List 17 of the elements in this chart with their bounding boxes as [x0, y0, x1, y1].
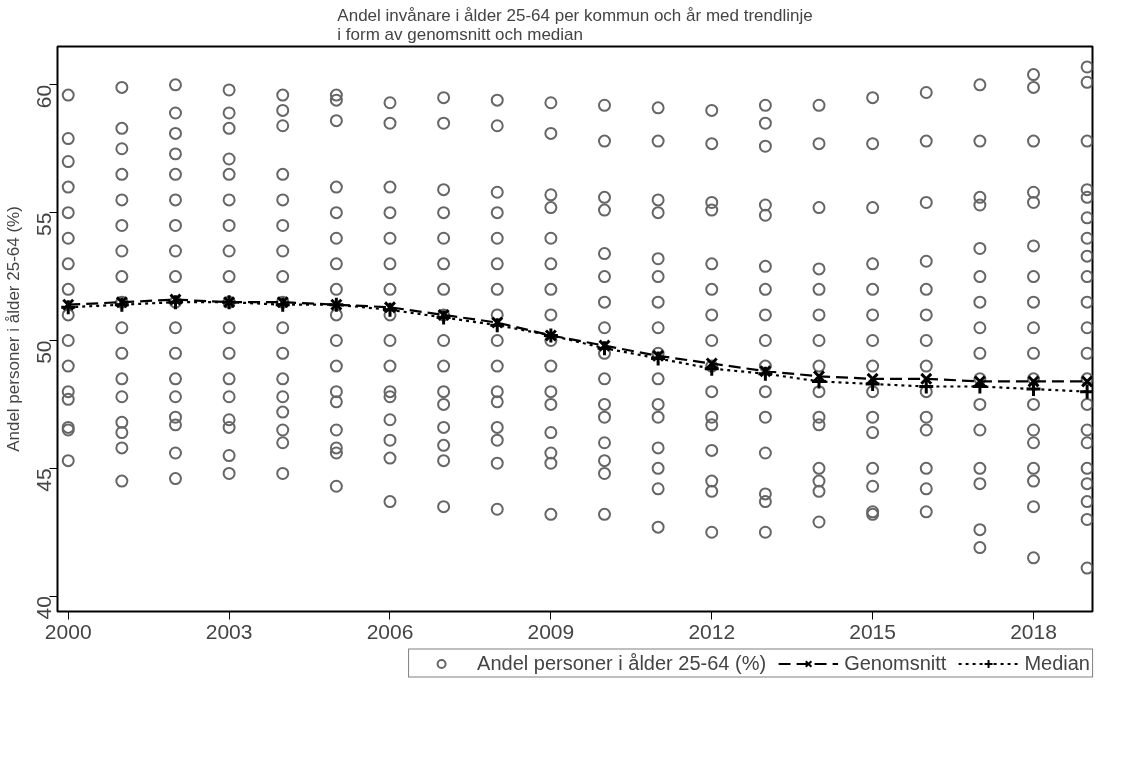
y-tick-label: 50 — [32, 340, 56, 364]
y-tick-label: 60 — [32, 84, 56, 109]
x-tick-label: 2003 — [205, 619, 253, 643]
legend-label: Median — [1024, 651, 1090, 675]
legend-label: Genomsnitt — [844, 651, 947, 675]
x-tick-label: 2018 — [1010, 619, 1057, 643]
y-tick-label: 40 — [32, 596, 56, 620]
y-tick-label: 55 — [32, 212, 56, 237]
x-tick-label: 2006 — [366, 619, 414, 643]
y-tick-label: 45 — [32, 468, 56, 492]
y-axis-title: Andel personer i ålder 25-64 (%) — [3, 206, 23, 452]
legend-label: Andel personer i ålder 25-64 (%) — [477, 651, 767, 675]
x-tick-label: 2009 — [527, 619, 575, 643]
chart-title: Andel invånare i ålder 25-64 per kommun och år med trendlinje i form av genomsnitt och median — [337, 5, 813, 44]
x-tick-label: 2012 — [688, 619, 736, 643]
x-tick-label: 2000 — [44, 619, 92, 643]
x-tick-label: 2015 — [849, 619, 896, 643]
